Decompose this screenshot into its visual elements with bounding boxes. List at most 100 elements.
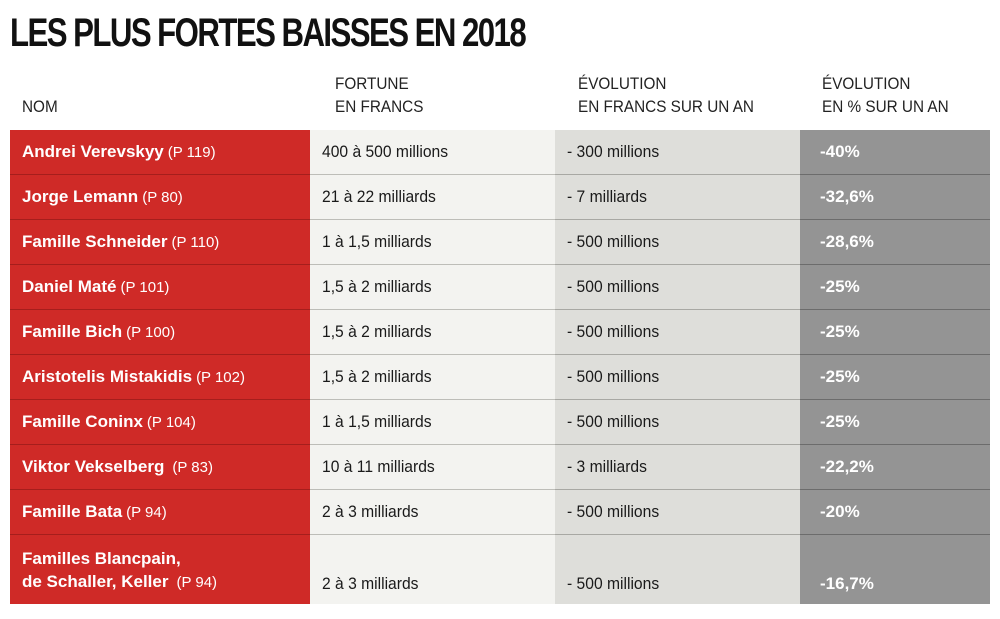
evolution-pct-cell: -25% xyxy=(800,355,990,400)
page-ref: (P 83) xyxy=(172,458,213,476)
fortune-cell: 400 à 500 millions xyxy=(310,130,555,175)
evolution-pct-cell: -25% xyxy=(800,310,990,355)
table-row: Famille Bich (P 100) 1,5 à 2 milliards - … xyxy=(10,310,990,355)
page-ref: (P 100) xyxy=(126,323,176,341)
page-ref: (P 119) xyxy=(167,143,216,161)
evolution-pct-cell: -25% xyxy=(800,400,990,445)
fortune-cell: 1 à 1,5 milliards xyxy=(310,400,555,445)
fortune-cell: 1 à 1,5 milliards xyxy=(310,220,555,265)
person-name: Andrei Verevskyy xyxy=(22,142,164,161)
name-cell: Familles Blancpain, de Schaller, Keller (… xyxy=(10,535,310,604)
header-fortune: FORTUNE EN FRANCS xyxy=(335,72,423,118)
table-row: Famille Coninx (P 104) 1 à 1,5 milliards … xyxy=(10,400,990,445)
table-row: Daniel Maté (P 101) 1,5 à 2 milliards - 5… xyxy=(10,265,990,310)
name-cell: Jorge Lemann (P 80) xyxy=(10,175,310,220)
name-cell: Famille Bata (P 94) xyxy=(10,490,310,535)
evolution-francs-value: - 3 milliards xyxy=(567,457,647,476)
table-row: Jorge Lemann (P 80) 21 à 22 milliards - 7… xyxy=(10,175,990,220)
evolution-francs-cell: - 300 millions xyxy=(555,130,800,175)
name-cell: Aristotelis Mistakidis (P 102) xyxy=(10,355,310,400)
person-name: Daniel Maté xyxy=(22,277,117,296)
fortune-value: 10 à 11 milliards xyxy=(322,457,435,476)
evolution-francs-value: - 300 millions xyxy=(567,142,660,161)
person-name-line1: Familles Blancpain, xyxy=(22,549,181,568)
fortune-value: 1 à 1,5 milliards xyxy=(322,232,432,251)
page-ref: (P 94) xyxy=(176,574,218,591)
evolution-francs-cell: - 3 milliards xyxy=(555,445,800,490)
fortune-value: 1,5 à 2 milliards xyxy=(322,322,432,341)
name-cell: Famille Schneider (P 110) xyxy=(10,220,310,265)
evolution-pct-cell: -16,7% xyxy=(800,535,990,604)
person-name: Viktor Vekselberg xyxy=(22,457,165,476)
table-row: Famille Bata (P 94) 2 à 3 milliards - 500… xyxy=(10,490,990,535)
page-ref: (P 94) xyxy=(126,503,167,521)
fortune-cell: 1,5 à 2 milliards xyxy=(310,355,555,400)
person-name: Aristotelis Mistakidis xyxy=(22,367,193,386)
name-cell: Andrei Verevskyy (P 119) xyxy=(10,130,310,175)
header-evolution-francs: ÉVOLUTION EN FRANCS SUR UN AN xyxy=(578,72,754,118)
evolution-francs-cell: - 500 millions xyxy=(555,355,800,400)
evolution-pct-cell: -32,6% xyxy=(800,175,990,220)
page-ref: (P 80) xyxy=(142,188,183,206)
evolution-pct-cell: -40% xyxy=(800,130,990,175)
evolution-francs-cell: - 500 millions xyxy=(555,535,800,604)
name-cell: Famille Bich (P 100) xyxy=(10,310,310,355)
person-name: Famille Bich xyxy=(22,322,123,341)
fortune-cell: 21 à 22 milliards xyxy=(310,175,555,220)
fortune-cell: 2 à 3 milliards xyxy=(310,535,555,604)
evolution-francs-value: - 500 millions xyxy=(567,502,660,521)
fortune-value: 1,5 à 2 milliards xyxy=(322,277,432,296)
fortune-cell: 1,5 à 2 milliards xyxy=(310,310,555,355)
fortune-value: 2 à 3 milliards xyxy=(322,574,419,593)
evolution-francs-value: - 500 millions xyxy=(567,367,660,386)
table-row: Aristotelis Mistakidis (P 102) 1,5 à 2 mi… xyxy=(10,355,990,400)
fortune-cell: 10 à 11 milliards xyxy=(310,445,555,490)
header-evolution-pct: ÉVOLUTION EN % SUR UN AN xyxy=(822,72,949,118)
evolution-francs-cell: - 500 millions xyxy=(555,490,800,535)
person-name: de Schaller, Keller xyxy=(22,572,169,591)
page-ref: (P 104) xyxy=(146,413,196,431)
person-name: Famille Schneider xyxy=(22,232,168,251)
fortune-cell: 2 à 3 milliards xyxy=(310,490,555,535)
header-evolution-pct-line2: EN % SUR UN AN xyxy=(822,97,949,116)
fortune-value: 400 à 500 millions xyxy=(322,142,449,161)
evolution-pct-cell: -20% xyxy=(800,490,990,535)
page-ref: (P 101) xyxy=(120,278,170,296)
name-wrap: Familles Blancpain, de Schaller, Keller (… xyxy=(22,547,217,594)
ranking-table: Andrei Verevskyy (P 119) 400 à 500 millio… xyxy=(10,130,990,604)
evolution-pct-cell: -22,2% xyxy=(800,445,990,490)
person-name: Famille Coninx xyxy=(22,412,143,431)
name-cell: Viktor Vekselberg (P 83) xyxy=(10,445,310,490)
header-name: NOM xyxy=(22,97,58,116)
person-name: Famille Bata xyxy=(22,502,123,521)
header-evolution-francs-line1: ÉVOLUTION xyxy=(578,74,667,93)
evolution-francs-cell: - 500 millions xyxy=(555,400,800,445)
fortune-value: 1,5 à 2 milliards xyxy=(322,367,432,386)
table-row: Familles Blancpain, de Schaller, Keller (… xyxy=(10,535,990,604)
table-row: Andrei Verevskyy (P 119) 400 à 500 millio… xyxy=(10,130,990,175)
header-fortune-line2: EN FRANCS xyxy=(335,97,424,116)
page-ref: (P 102) xyxy=(196,368,245,386)
evolution-francs-cell: - 500 millions xyxy=(555,265,800,310)
page-ref: (P 110) xyxy=(171,233,220,251)
fortune-cell: 1,5 à 2 milliards xyxy=(310,265,555,310)
evolution-francs-value: - 500 millions xyxy=(567,322,660,341)
evolution-pct-cell: -28,6% xyxy=(800,220,990,265)
evolution-francs-value: - 500 millions xyxy=(567,574,660,593)
name-cell: Daniel Maté (P 101) xyxy=(10,265,310,310)
page-title: LES PLUS FORTES BAISSES EN 2018 xyxy=(10,11,527,55)
fortune-value: 21 à 22 milliards xyxy=(322,187,436,206)
table-row: Famille Schneider (P 110) 1 à 1,5 milliar… xyxy=(10,220,990,265)
evolution-pct-cell: -25% xyxy=(800,265,990,310)
table-row: Viktor Vekselberg (P 83) 10 à 11 milliard… xyxy=(10,445,990,490)
evolution-francs-value: - 7 milliards xyxy=(567,187,647,206)
evolution-francs-value: - 500 millions xyxy=(567,412,660,431)
evolution-francs-cell: - 7 milliards xyxy=(555,175,800,220)
evolution-francs-value: - 500 millions xyxy=(567,232,660,251)
fortune-value: 2 à 3 milliards xyxy=(322,502,419,521)
evolution-francs-cell: - 500 millions xyxy=(555,220,800,265)
header-evolution-pct-line1: ÉVOLUTION xyxy=(822,74,911,93)
evolution-francs-value: - 500 millions xyxy=(567,277,660,296)
evolution-francs-cell: - 500 millions xyxy=(555,310,800,355)
person-name: Jorge Lemann xyxy=(22,187,139,206)
